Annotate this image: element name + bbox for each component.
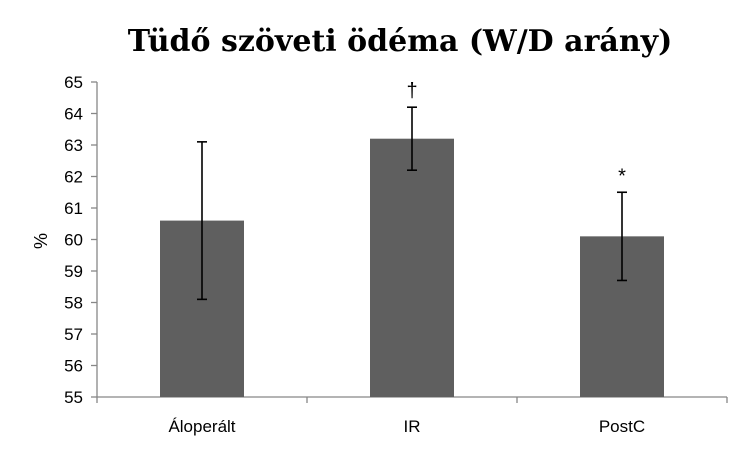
y-tick-label: 55 xyxy=(64,388,83,407)
bar-1 xyxy=(370,138,454,397)
plot-area: 55 56 57 58 59 60 61 62 63 64 65 Áloperált † IR * PostC xyxy=(64,73,728,436)
significance-marker-1: † xyxy=(406,80,417,102)
y-tick-label: 58 xyxy=(64,294,83,313)
x-category-label: PostC xyxy=(599,417,645,436)
y-tick-label: 61 xyxy=(64,199,83,218)
y-axis-label: % xyxy=(31,233,51,249)
y-tick-label: 60 xyxy=(64,231,83,250)
y-tick-label: 56 xyxy=(64,357,83,376)
y-tick-label: 65 xyxy=(64,73,83,92)
significance-marker-2: * xyxy=(618,165,626,187)
x-category-label: IR xyxy=(404,417,421,436)
y-tick-label: 63 xyxy=(64,136,83,155)
chart-title: Tüdő szöveti ödéma (W/D arány) xyxy=(128,24,673,59)
x-category-label: Áloperált xyxy=(168,417,235,436)
y-tick-label: 62 xyxy=(64,168,83,187)
y-tick-label: 59 xyxy=(64,262,83,281)
y-tick-label: 64 xyxy=(64,105,83,124)
y-tick-label: 57 xyxy=(64,325,83,344)
